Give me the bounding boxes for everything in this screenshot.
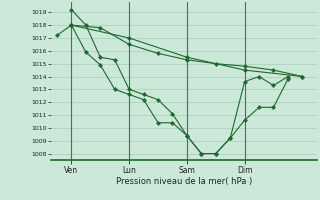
- X-axis label: Pression niveau de la mer( hPa ): Pression niveau de la mer( hPa ): [116, 177, 252, 186]
